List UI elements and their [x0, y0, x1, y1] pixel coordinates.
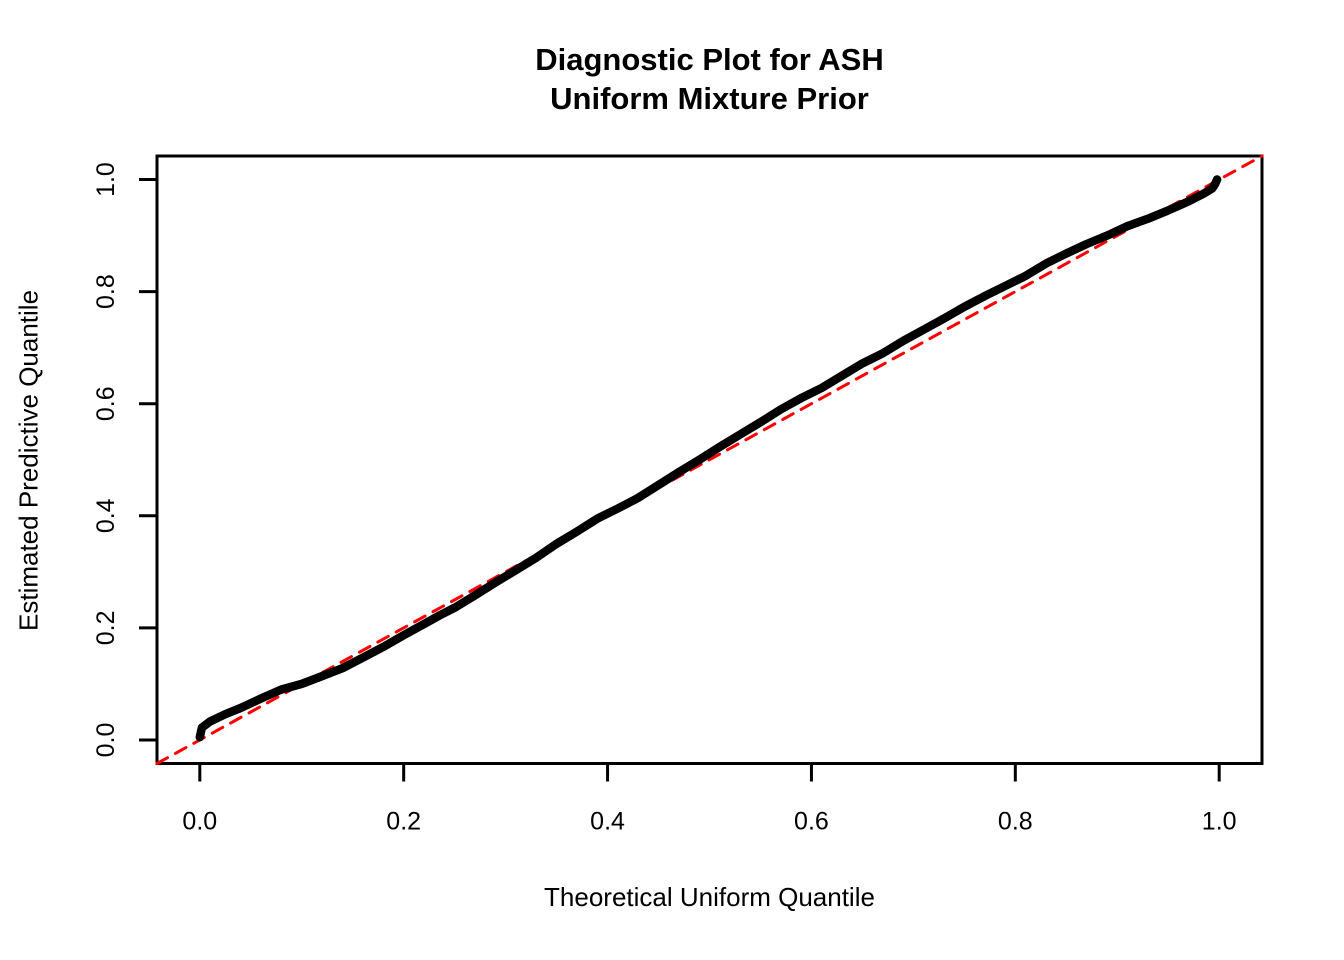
y-axis-tick-label: 0.0 — [92, 723, 120, 758]
x-axis-tick-label: 0.6 — [794, 808, 829, 836]
x-axis-tick-label: 0.0 — [182, 808, 217, 836]
y-axis-tick-label: 1.0 — [92, 162, 120, 197]
plot-frame — [155, 154, 1264, 765]
x-axis-tick-label: 0.4 — [590, 808, 625, 836]
y-axis-tick-label: 0.2 — [92, 610, 120, 645]
x-axis-tick-label: 0.2 — [386, 808, 421, 836]
estimated-vs-theoretical-quantile-curve — [195, 175, 1222, 742]
x-axis-tick-label: 0.8 — [998, 808, 1033, 836]
x-axis-tick-label: 1.0 — [1202, 808, 1237, 836]
y-axis-tick-label: 0.4 — [92, 498, 120, 533]
x-axis-title: Theoretical Uniform Quantile — [544, 882, 875, 912]
y-axis-title: Estimated Predictive Quantile — [13, 289, 44, 631]
reference-line-y-equals-x — [155, 154, 1264, 765]
y-axis-tick-label: 0.6 — [92, 386, 120, 421]
chart-title-line-1: Diagnostic Plot for ASH — [535, 42, 884, 77]
chart-title-line-2: Uniform Mixture Prior — [550, 81, 869, 116]
y-axis-tick-label: 0.8 — [92, 274, 120, 309]
chart-title: Diagnostic Plot for ASH Uniform Mixture … — [157, 40, 1262, 118]
